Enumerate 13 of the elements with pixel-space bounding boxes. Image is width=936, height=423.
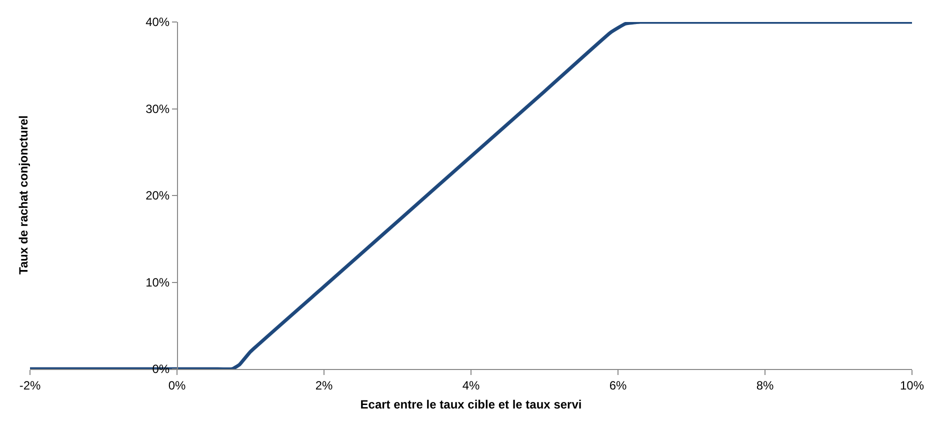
x-tick-label: 8% [756, 378, 774, 392]
y-tick-label: 40% [146, 15, 170, 30]
x-axis-title: Ecart entre le taux cible et le taux servi [360, 397, 582, 412]
y-tick-label: 30% [146, 102, 170, 116]
x-tick-label: 4% [462, 378, 480, 392]
y-tick-label: 20% [146, 188, 170, 203]
x-tick-label: 0% [168, 378, 186, 392]
x-tick-label: 2% [315, 378, 333, 392]
x-tick-label: 10% [900, 378, 924, 392]
x-tick-label: 6% [609, 378, 627, 392]
x-tick-label: -2% [19, 378, 41, 392]
y-axis-title: Taux de rachat conjoncturel [16, 115, 30, 274]
y-tick-label: 10% [146, 275, 170, 290]
